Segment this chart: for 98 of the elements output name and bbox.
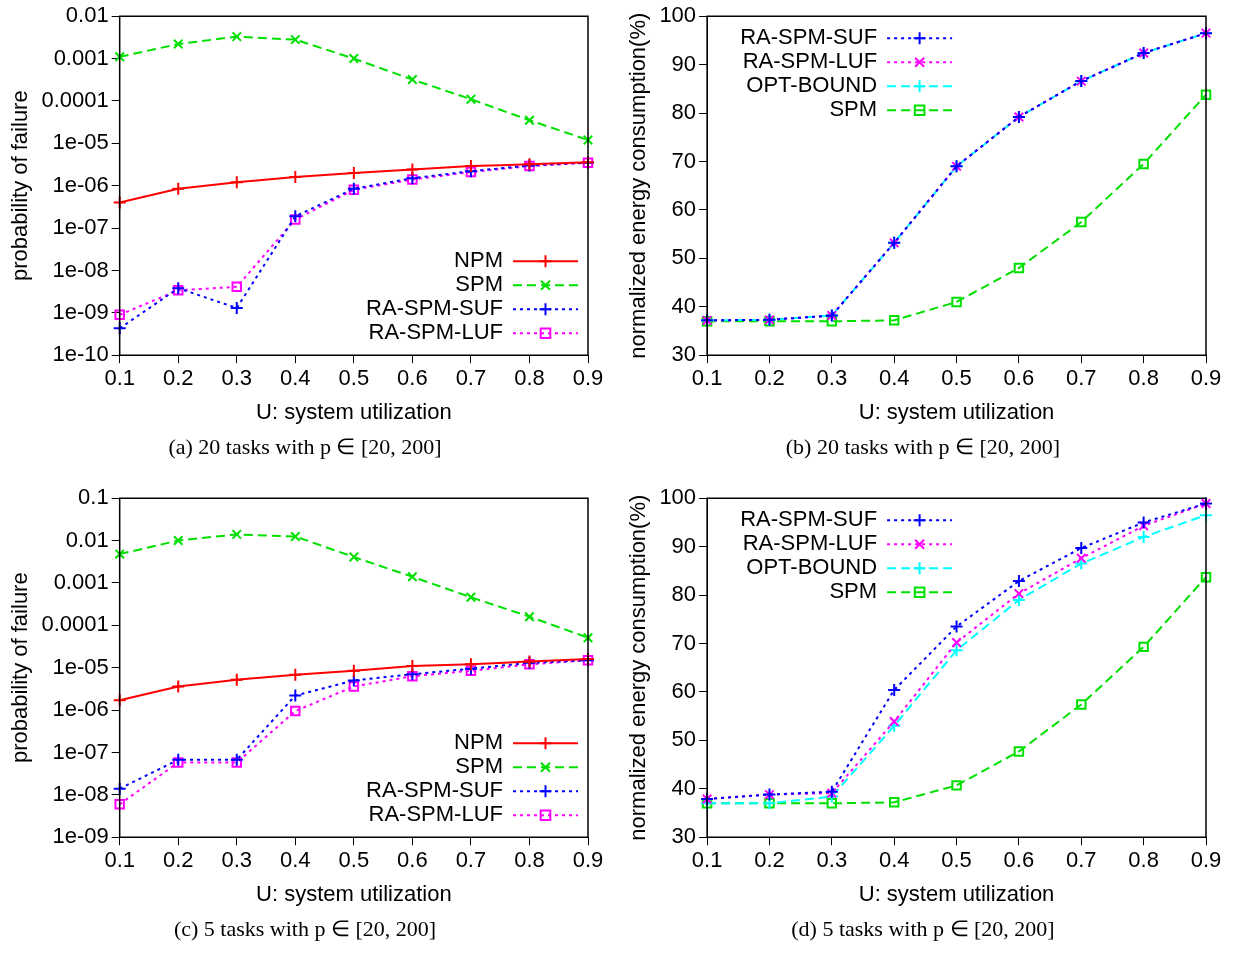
x-tick-label: 0.8 xyxy=(1128,365,1159,391)
x-tick-label: 0.4 xyxy=(280,847,311,873)
x-tick-label: 0.4 xyxy=(280,365,311,391)
x-tick-label: 0.5 xyxy=(338,365,370,391)
legend-label: OPT-BOUND xyxy=(746,72,878,98)
legend-label: RA-SPM-LUF xyxy=(368,319,503,345)
y-tick-label: 1e-08 xyxy=(52,256,109,282)
y-tick-label: 1e-08 xyxy=(52,780,109,806)
y-tick-label: 30 xyxy=(671,341,697,367)
x-tick-label: 0.3 xyxy=(221,365,253,391)
text: (c) 5 tasks with p ∈ [20, 200] xyxy=(173,916,437,942)
x-tick-label: 0.2 xyxy=(754,847,785,873)
x-tick-label: 0.8 xyxy=(1128,847,1159,873)
x-tick-label: 0.1 xyxy=(104,847,135,873)
x-tick-label: 0.7 xyxy=(1065,847,1097,873)
x-tick-label: 0.8 xyxy=(514,365,545,391)
y-tick-label: 0.001 xyxy=(53,569,109,595)
y-tick-label: 0.0001 xyxy=(41,87,109,113)
y-tick-label: 100 xyxy=(659,484,697,510)
x-axis-title: U: system utilization xyxy=(858,880,1055,906)
legend-label: SPM xyxy=(829,578,878,604)
text: (b) 20 tasks with p ∈ [20, 200] xyxy=(785,434,1061,460)
y-axis-title: probability of failure xyxy=(7,572,33,764)
legend-label: RA-SPM-SUF xyxy=(366,777,503,803)
y-tick-label: 80 xyxy=(671,99,697,125)
y-tick-label: 0.001 xyxy=(53,44,109,70)
legend-label: RA-SPM-LUF xyxy=(368,801,503,827)
x-axis-title: U: system utilization xyxy=(256,880,452,906)
y-tick-label: 70 xyxy=(671,147,697,173)
y-tick-label: 1e-05 xyxy=(52,129,109,155)
y-tick-label: 50 xyxy=(671,726,697,752)
x-tick-label: 0.1 xyxy=(104,365,135,391)
x-tick-label: 0.6 xyxy=(1003,847,1035,873)
x-tick-label: 0.9 xyxy=(572,365,604,391)
y-tick-label: 90 xyxy=(671,532,697,558)
legend-label: NPM xyxy=(454,729,503,755)
x-tick-label: 0.8 xyxy=(514,847,545,873)
x-tick-label: 0.5 xyxy=(941,847,972,873)
y-tick-label: 80 xyxy=(671,581,697,607)
y-tick-label: 0.01 xyxy=(65,2,109,28)
y-tick-label: 40 xyxy=(671,292,697,318)
x-tick-label: 0.2 xyxy=(162,365,194,391)
x-tick-label: 0.5 xyxy=(338,847,370,873)
x-axis-title: U: system utilization xyxy=(256,398,452,424)
x-tick-label: 0.9 xyxy=(1190,847,1222,873)
x-tick-label: 0.2 xyxy=(162,847,194,873)
y-tick-label: 40 xyxy=(671,774,697,800)
legend-label: OPT-BOUND xyxy=(746,554,878,580)
x-tick-label: 0.1 xyxy=(691,365,723,391)
legend-label: SPM xyxy=(455,753,503,779)
x-tick-label: 0.2 xyxy=(754,365,785,391)
legend-label: RA-SPM-SUF xyxy=(740,506,878,532)
x-tick-label: 0.4 xyxy=(878,365,910,391)
legend-label: RA-SPM-SUF xyxy=(740,24,878,50)
x-tick-label: 0.3 xyxy=(221,847,253,873)
y-tick-label: 0.1 xyxy=(78,484,109,510)
x-tick-label: 0.9 xyxy=(1190,365,1222,391)
y-tick-label: 1e-07 xyxy=(52,738,109,764)
y-tick-label: 90 xyxy=(671,50,697,76)
x-tick-label: 0.9 xyxy=(572,847,604,873)
y-tick-label: 0.01 xyxy=(65,526,109,552)
x-tick-label: 0.3 xyxy=(816,847,848,873)
y-tick-label: 100 xyxy=(659,2,697,28)
x-tick-label: 0.3 xyxy=(816,365,848,391)
x-tick-label: 0.5 xyxy=(941,365,972,391)
y-tick-label: 0.0001 xyxy=(41,611,109,637)
legend-label: RA-SPM-SUF xyxy=(366,295,503,321)
y-tick-label: 60 xyxy=(671,677,697,703)
y-axis-title: probability of failure xyxy=(7,90,33,282)
y-tick-label: 70 xyxy=(671,629,697,655)
y-tick-label: 1e-06 xyxy=(52,696,109,722)
x-tick-label: 0.6 xyxy=(1003,365,1035,391)
y-tick-label: 1e-06 xyxy=(52,171,109,197)
x-tick-label: 0.7 xyxy=(455,365,487,391)
y-tick-label: 1e-10 xyxy=(52,341,109,367)
x-tick-label: 0.4 xyxy=(878,847,910,873)
legend-label: RA-SPM-LUF xyxy=(742,48,878,74)
text: (d) 5 tasks with p ∈ [20, 200] xyxy=(791,916,1055,942)
x-tick-label: 0.1 xyxy=(691,847,723,873)
text: (a) 20 tasks with p ∈ [20, 200] xyxy=(168,434,442,460)
y-tick-label: 50 xyxy=(671,244,697,270)
legend-label: SPM xyxy=(455,271,503,297)
x-tick-label: 0.7 xyxy=(1065,365,1097,391)
y-tick-label: 30 xyxy=(671,823,697,849)
x-tick-label: 0.7 xyxy=(455,847,487,873)
y-tick-label: 60 xyxy=(671,195,697,221)
y-tick-label: 1e-09 xyxy=(52,823,109,849)
y-axis-title: normalized energy consumption(%) xyxy=(625,494,651,841)
x-axis-title: U: system utilization xyxy=(858,398,1055,424)
legend-label: SPM xyxy=(829,96,878,122)
legend-label: NPM xyxy=(454,247,503,273)
y-tick-label: 1e-05 xyxy=(52,653,109,679)
y-axis-title: normalized energy consumption(%) xyxy=(625,12,651,359)
y-tick-label: 1e-07 xyxy=(52,214,109,240)
x-tick-label: 0.6 xyxy=(397,365,428,391)
y-tick-label: 1e-09 xyxy=(52,298,109,324)
x-tick-label: 0.6 xyxy=(397,847,428,873)
legend-label: RA-SPM-LUF xyxy=(742,530,878,556)
